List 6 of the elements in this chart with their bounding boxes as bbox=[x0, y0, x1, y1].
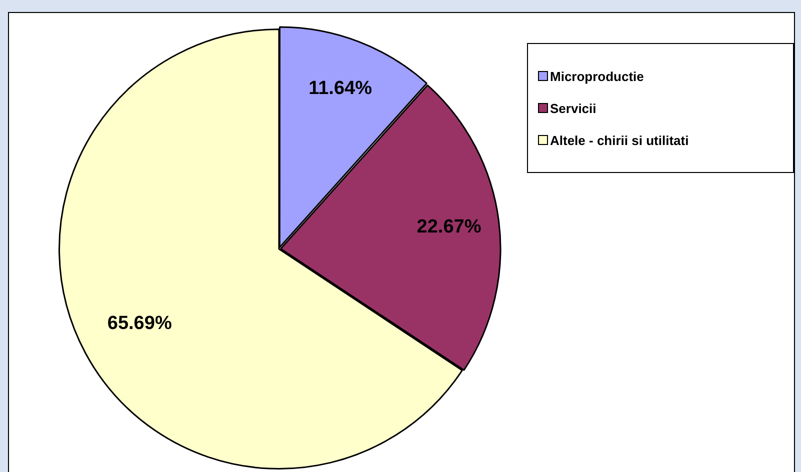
legend-label: Altele - chirii si utilitati bbox=[550, 132, 689, 148]
data-label: 11.64% bbox=[308, 78, 372, 100]
data-label: 65.69% bbox=[107, 313, 172, 334]
legend-label: Servicii bbox=[550, 100, 596, 116]
legend-label: Microproductie bbox=[550, 68, 644, 84]
data-label: 22.67% bbox=[416, 216, 482, 238]
